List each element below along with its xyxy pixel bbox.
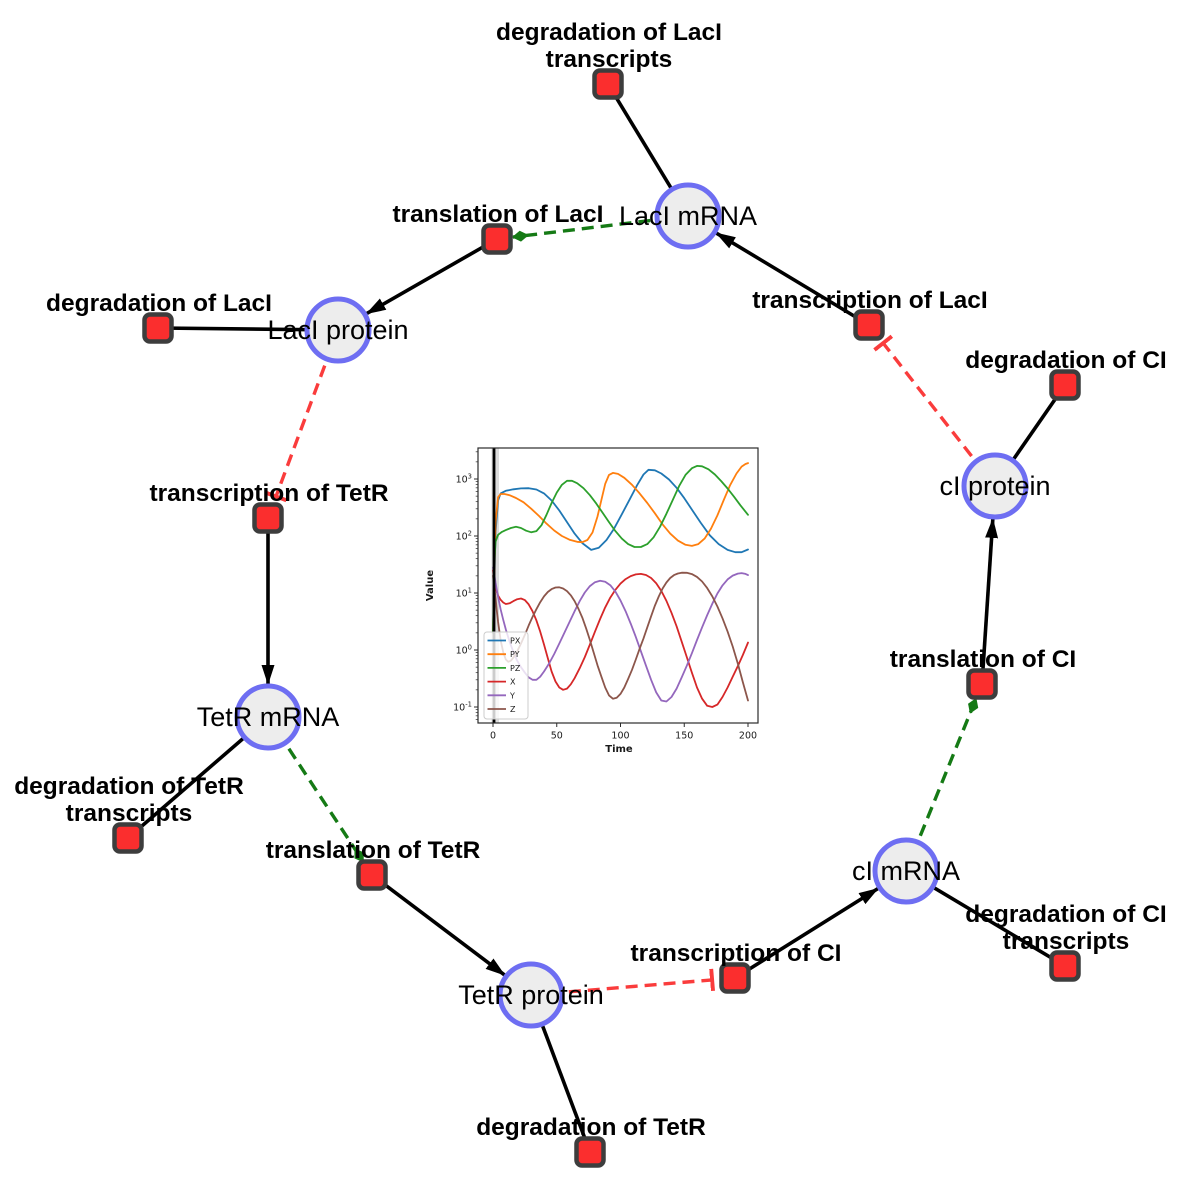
- species-label-tetr-mrna: TetR mRNA: [197, 702, 340, 732]
- x-tick-label-200: 200: [739, 731, 757, 742]
- species-label-ci-protein: cI protein: [939, 471, 1050, 501]
- x-tick-label-0: 0: [490, 731, 496, 742]
- reaction-node-translation-laci: [481, 223, 513, 255]
- reaction-label-deg-laci-transcripts-line2: transcripts: [546, 46, 673, 73]
- reaction-label-translation-tetr: translation of TetR: [266, 837, 481, 864]
- labels-layer: LacI mRNA LacI protein TetR mRNA TetR prote…: [14, 19, 1167, 1141]
- legend-label-Z: Z: [510, 705, 516, 714]
- x-axis-label: Time: [605, 744, 633, 755]
- edge-production-translation-tetr-tetr-protein: [370, 873, 506, 977]
- y-tick-label-1e-1: 10-1: [453, 701, 472, 714]
- reaction-node-deg-laci: [142, 312, 174, 344]
- series-line-X: [492, 569, 749, 708]
- species-node-tetr-protein: [497, 961, 565, 1029]
- species-node-tetr-mrna: [234, 683, 302, 751]
- reaction-label-deg-laci: degradation of LacI: [46, 290, 272, 317]
- reaction-label-translation-ci: translation of CI: [890, 646, 1076, 673]
- species-node-laci-mrna: [654, 182, 722, 250]
- y-tick-label-1e1: 101: [456, 587, 472, 600]
- reaction-label-transcription-laci: transcription of LacI: [752, 287, 988, 314]
- reaction-node-deg-ci-transcripts: [1049, 950, 1081, 982]
- edge-production-transcription-ci-ci-mrna: [734, 886, 879, 980]
- legend-label-Y: Y: [509, 691, 515, 700]
- x-tick-label-100: 100: [611, 731, 629, 742]
- reaction-node-transcription-laci: [853, 309, 885, 341]
- reaction-label-deg-ci: degradation of CI: [965, 347, 1166, 374]
- series-line-PY: [492, 462, 749, 634]
- reaction-node-deg-ci: [1049, 369, 1081, 401]
- reaction-label-transcription-tetr: transcription of TetR: [149, 480, 388, 507]
- species-label-ci-mrna: cI mRNA: [852, 856, 960, 886]
- species-label-tetr-protein: TetR protein: [458, 980, 604, 1010]
- x-tick-label-50: 50: [551, 731, 563, 742]
- edge-production-transcription-laci-laci-mrna: [715, 231, 870, 327]
- reaction-label-deg-tetr-transcripts-line1: degradation of TetR: [14, 773, 244, 800]
- legend-label-PX: PX: [510, 637, 521, 646]
- y-tick-label-1e0: 100: [456, 644, 472, 657]
- legend-label-PY: PY: [510, 650, 520, 659]
- plot-frame: [477, 447, 759, 724]
- species-node-laci-protein: [304, 296, 372, 364]
- reaction-label-transcription-ci: transcription of CI: [631, 940, 842, 967]
- nodes-layer: [112, 68, 1081, 1168]
- reaction-node-deg-laci-transcripts: [592, 68, 624, 100]
- legend-label-X: X: [510, 678, 516, 687]
- species-label-laci-mrna: LacI mRNA: [619, 201, 757, 231]
- reaction-label-translation-laci: translation of LacI: [392, 201, 603, 228]
- reaction-node-deg-tetr: [574, 1136, 606, 1168]
- y-tick-label-1e3: 103: [456, 473, 472, 486]
- legend-box: [483, 631, 529, 720]
- reaction-label-deg-laci-transcripts-line1: degradation of LacI: [496, 19, 722, 46]
- legend-label-PZ: PZ: [510, 664, 521, 673]
- reaction-node-deg-tetr-transcripts: [112, 822, 144, 854]
- species-node-ci-protein: [961, 452, 1029, 520]
- edge-production-translation-laci-laci-protein: [365, 237, 498, 316]
- species-node-ci-mrna: [872, 837, 940, 905]
- reaction-node-transcription-ci: [719, 962, 751, 994]
- inset-chart: 0 50 100 150 20010-1100101102103TimeValuePXP…: [425, 447, 759, 755]
- reaction-label-deg-ci-transcripts-line1: degradation of CI: [965, 901, 1166, 928]
- species-label-laci-protein: LacI protein: [267, 315, 408, 345]
- edge-production-translation-ci-ci-protein: [980, 517, 999, 685]
- x-tick-label-150: 150: [675, 731, 693, 742]
- y-axis-label: Value: [425, 570, 436, 601]
- reaction-node-translation-ci: [966, 668, 998, 700]
- chart-legend: PX PY PZ XYZ: [483, 631, 529, 720]
- reaction-label-deg-tetr-transcripts-line2: transcripts: [66, 800, 193, 827]
- y-tick-label-1e2: 102: [456, 530, 472, 543]
- reaction-label-deg-ci-transcripts-line2: transcripts: [1003, 928, 1130, 955]
- series-line-PZ: [492, 464, 749, 634]
- reaction-node-translation-tetr: [356, 859, 388, 891]
- reaction-label-deg-tetr: degradation of TetR: [476, 1114, 706, 1141]
- reaction-node-transcription-tetr: [252, 502, 284, 534]
